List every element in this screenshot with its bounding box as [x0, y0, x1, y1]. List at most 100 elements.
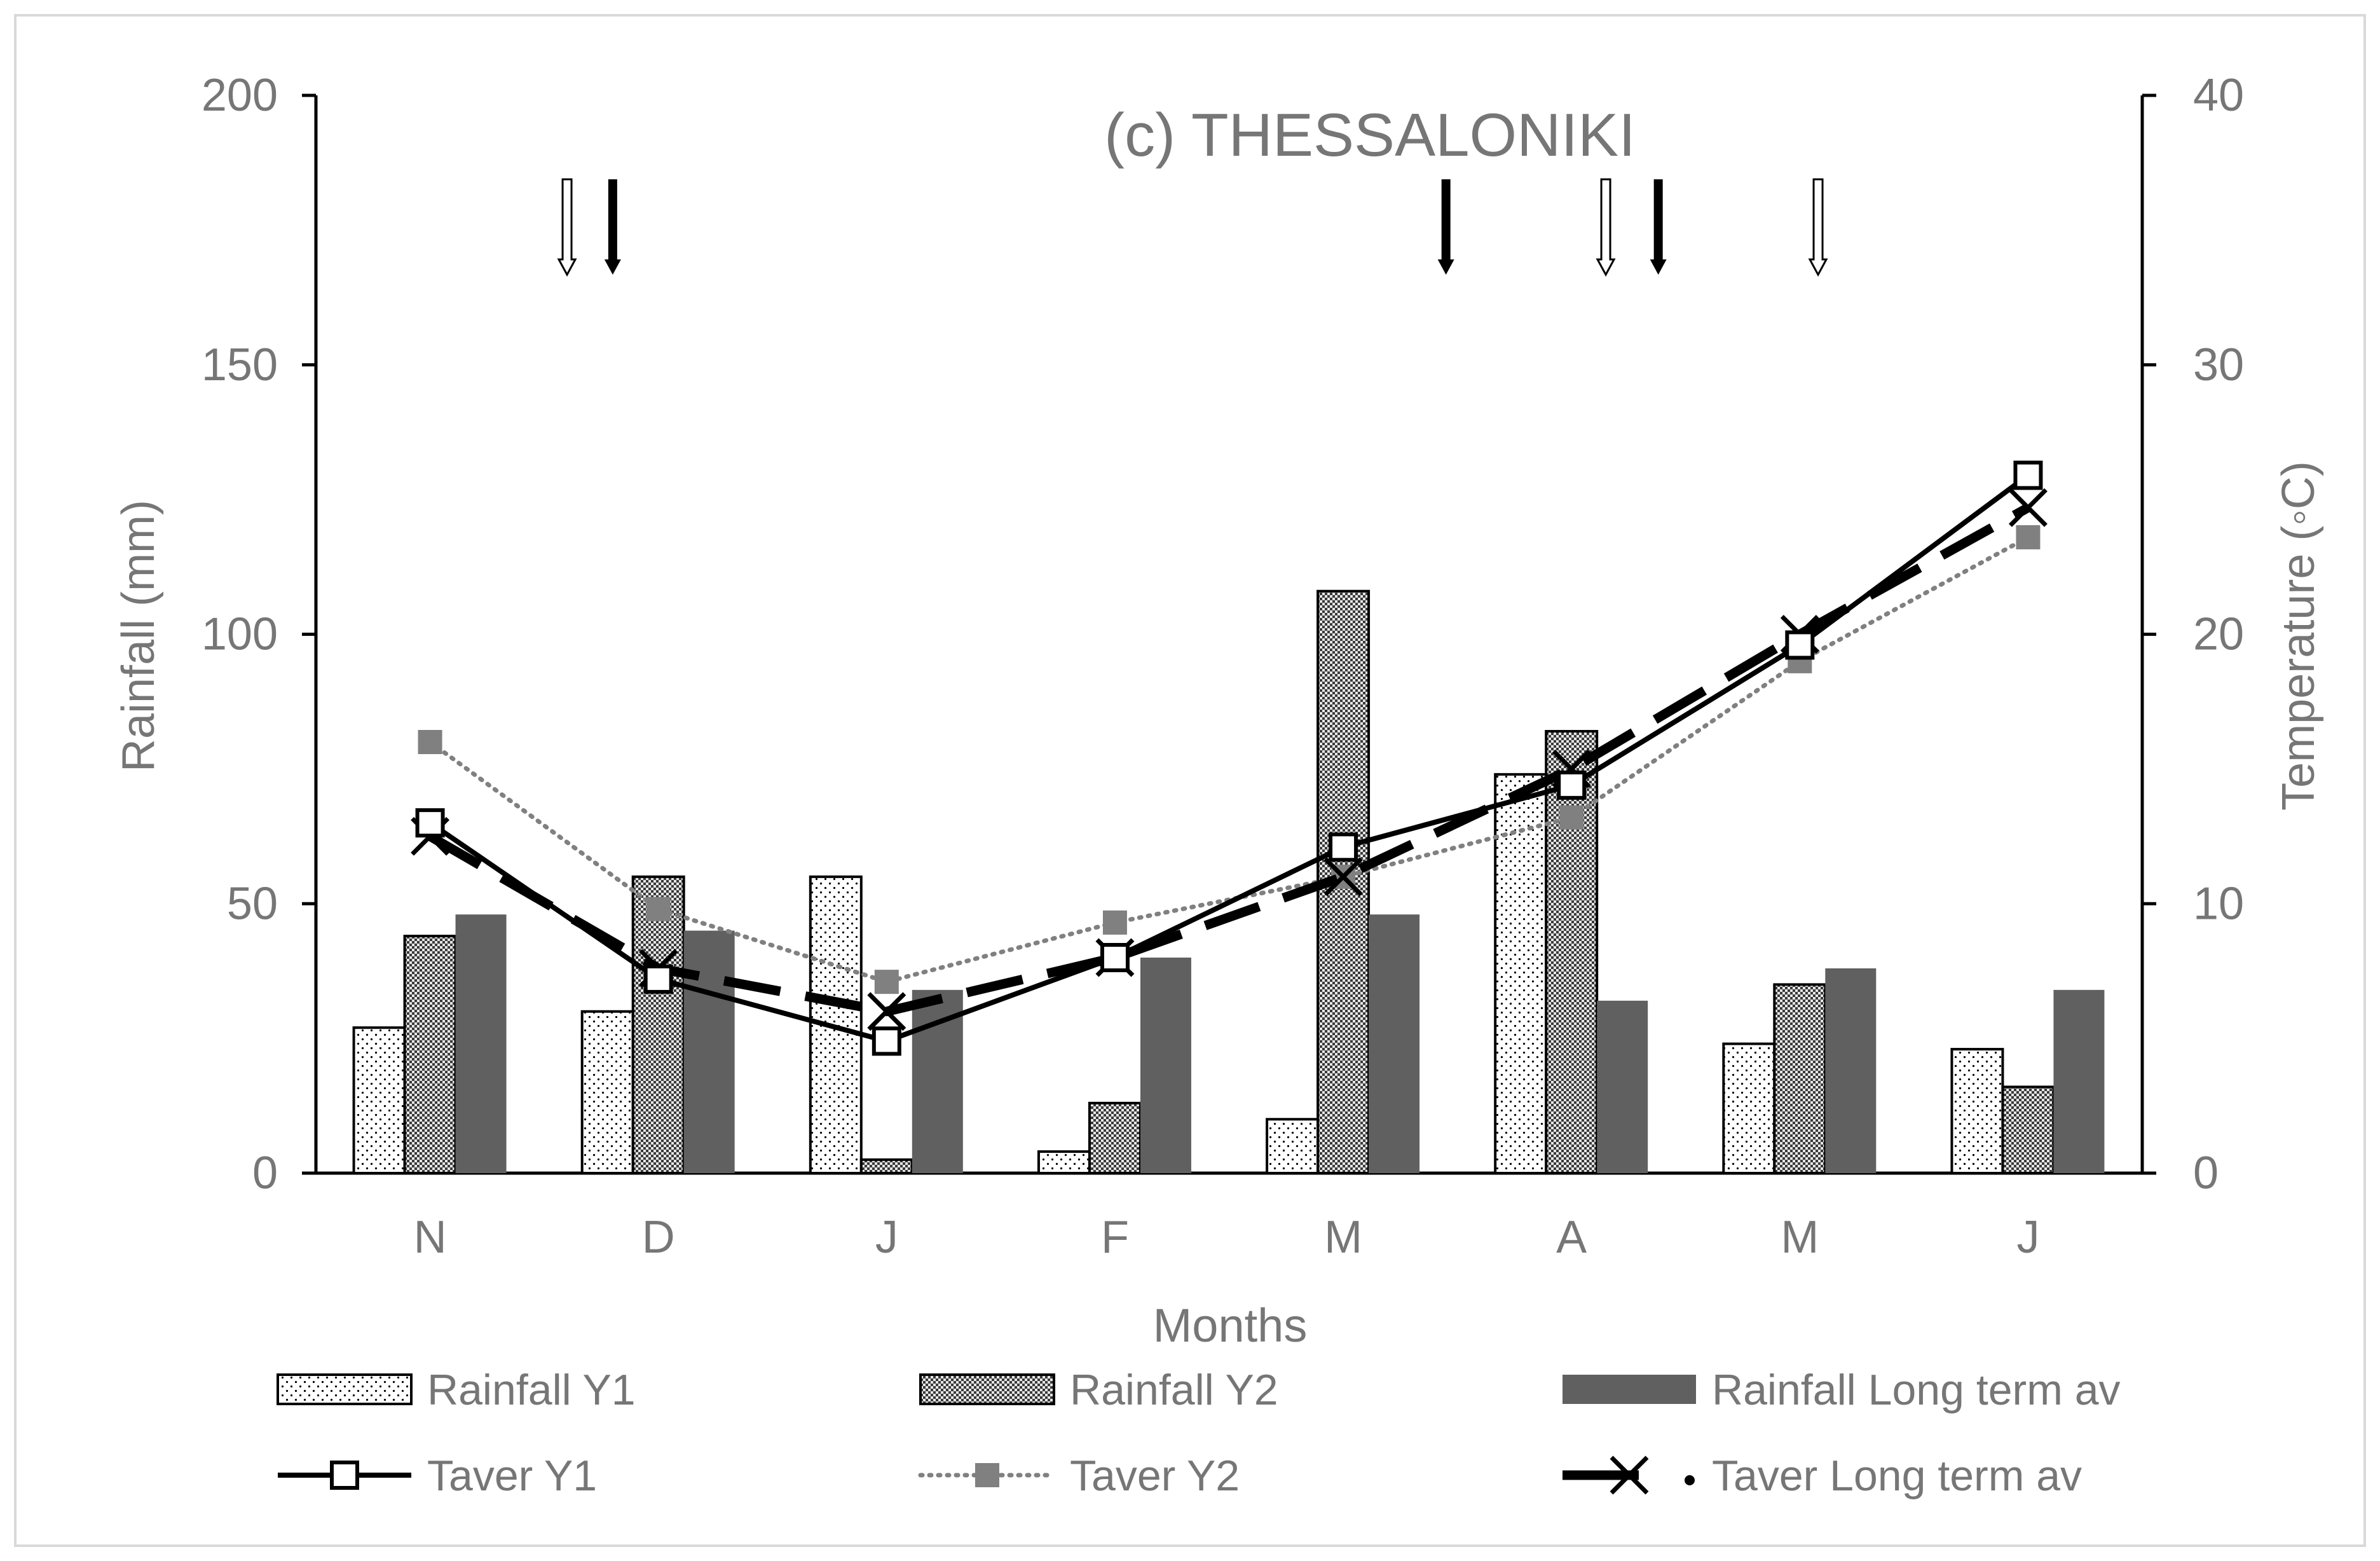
- arrow-head: [1650, 259, 1667, 275]
- legend-dot: [1685, 1475, 1695, 1485]
- legend-item-taver-long-term-av: Taver Long term av: [1563, 1452, 2082, 1500]
- bar-rainfall-y1: [1266, 1118, 1320, 1174]
- lines-layer: [411, 460, 2048, 1056]
- bar-rainfall-y1: [1950, 1048, 2004, 1174]
- marker-taver-y1: [415, 808, 445, 838]
- x-tick-label: A: [1556, 1212, 1587, 1263]
- legend-label: Rainfall Long term av: [1712, 1366, 2121, 1414]
- bar-rainfall-y1: [352, 1026, 406, 1175]
- line-taver-long-term: [427, 503, 2031, 1017]
- arrow-outline: [1808, 178, 1828, 277]
- arrow-outline: [557, 178, 577, 277]
- bar-rainfall-y2: [403, 935, 457, 1174]
- legend-swatch: [277, 1373, 413, 1405]
- arrow-outline: [1596, 178, 1616, 277]
- y-right-tick-label: 0: [2193, 1148, 2219, 1199]
- legend-label: Taver Long term av: [1712, 1452, 2082, 1500]
- y-right-tick-label: 20: [2193, 609, 2244, 660]
- marker-taver-y2: [874, 970, 899, 994]
- x-stroke: [2008, 488, 2048, 527]
- bar-rainfall-y1: [580, 1010, 634, 1174]
- marker-taver-y2: [2016, 525, 2041, 549]
- marker-taver-long-term: [1323, 857, 1363, 897]
- marker-taver-y1: [2013, 460, 2043, 490]
- marker-taver-y2: [1102, 910, 1127, 935]
- marker-taver-y2: [1559, 805, 1584, 830]
- line-taver-y1: [428, 473, 2030, 1044]
- bars-layer: [352, 589, 2105, 1175]
- filled-down-arrow-icon: [1437, 179, 1454, 275]
- marker-taver-y1: [1329, 832, 1358, 862]
- hollow-down-arrow-icon: [1808, 178, 1828, 277]
- bar-rainfall-long-term-av: [1369, 914, 1420, 1173]
- x-tick-label: D: [642, 1212, 675, 1263]
- arrow-shaft: [608, 179, 617, 261]
- marker-taver-y1: [1785, 630, 1815, 660]
- bar-rainfall-y1: [1722, 1042, 1776, 1174]
- y-axis-right-label: Temperature (◦C): [2273, 461, 2324, 811]
- bar-rainfall-y2: [859, 1158, 913, 1174]
- y-left-tick-label: 100: [202, 609, 278, 660]
- y-right-tick-label: 40: [2193, 70, 2244, 121]
- bar-rainfall-long-term-av: [1140, 958, 1191, 1173]
- legend-marker: [975, 1463, 999, 1487]
- legend-item-rainfall-y2: Rainfall Y2: [919, 1366, 1278, 1414]
- y-right-tick-label: 30: [2193, 340, 2244, 390]
- marker-taver-y1: [643, 964, 673, 994]
- bar-rainfall-y2: [2001, 1085, 2055, 1175]
- filled-down-arrow-icon: [604, 179, 621, 275]
- legend: Rainfall Y1 Rainfall Y2 Rainfall Long term…: [277, 1366, 2121, 1500]
- x-tick-label: M: [1324, 1212, 1362, 1263]
- y-left-tick-label: 50: [227, 878, 278, 929]
- bar-rainfall-y2: [1088, 1101, 1142, 1174]
- bar-rainfall-long-term-av: [683, 930, 735, 1173]
- y-axis-left-label: Rainfall (mm): [113, 500, 164, 772]
- x-tick-label: J: [2016, 1212, 2039, 1263]
- y-left-tick-label: 200: [202, 70, 278, 121]
- chart-frame: [14, 14, 2366, 1547]
- legend-item-rainfall-long-term-av: Rainfall Long term av: [1563, 1366, 2121, 1414]
- bar-rainfall-y2: [1773, 983, 1827, 1174]
- axes-group: 0 50 100 150 200 0 10 20 30 40 N D J F M A M J: [202, 70, 2244, 1263]
- x-tick-label: F: [1101, 1212, 1129, 1263]
- marker-taver-long-term: [2008, 488, 2048, 527]
- x-axis-label: Months: [1153, 1299, 1308, 1352]
- legend-label: Rainfall Y2: [1070, 1366, 1278, 1414]
- legend-item-rainfall-y1: Rainfall Y1: [277, 1366, 636, 1414]
- x-tick-label: J: [875, 1212, 898, 1263]
- marker-taver-y1: [1100, 943, 1130, 972]
- marker-taver-y1: [1557, 770, 1587, 800]
- legend-swatch: [919, 1373, 1055, 1405]
- marker-taver-y2: [646, 897, 671, 921]
- legend-label: Rainfall Y1: [427, 1366, 636, 1414]
- hollow-down-arrow-icon: [1596, 178, 1616, 277]
- bar-rainfall-long-term-av: [1825, 968, 1877, 1173]
- arrow-shaft: [1653, 179, 1663, 261]
- x-stroke: [867, 992, 906, 1031]
- bar-rainfall-y1: [1037, 1150, 1091, 1174]
- y-right-tick-label: 10: [2193, 878, 2244, 929]
- legend-marker: [1610, 1455, 1649, 1495]
- bar-rainfall-long-term-av: [2053, 989, 2105, 1173]
- x-stroke: [1323, 857, 1363, 897]
- bar-rainfall-y1: [1494, 773, 1548, 1174]
- legend-item-taver-y2: Taver Y2: [918, 1452, 1240, 1500]
- chart-title: (c) THESSALONIKI: [1104, 101, 1636, 169]
- legend-item-taver-y1: Taver Y1: [278, 1452, 597, 1500]
- marker-taver-y1: [872, 1026, 901, 1056]
- y-left-tick-label: 150: [202, 340, 278, 390]
- filled-down-arrow-icon: [1650, 179, 1667, 275]
- x-tick-label: M: [1781, 1212, 1819, 1263]
- bar-rainfall-long-term-av: [1597, 1000, 1648, 1173]
- y-left-tick-label: 0: [252, 1148, 278, 1199]
- arrow-head: [604, 259, 621, 275]
- arrow-head: [1437, 259, 1454, 275]
- marker-taver-y2: [418, 730, 442, 754]
- marker-taver-long-term: [867, 992, 906, 1031]
- x-tick-label: N: [414, 1212, 447, 1263]
- bar-rainfall-y2: [631, 875, 685, 1174]
- arrows-layer: [557, 178, 1828, 277]
- bar-rainfall-long-term-av: [455, 914, 507, 1173]
- arrow-shaft: [1441, 179, 1451, 261]
